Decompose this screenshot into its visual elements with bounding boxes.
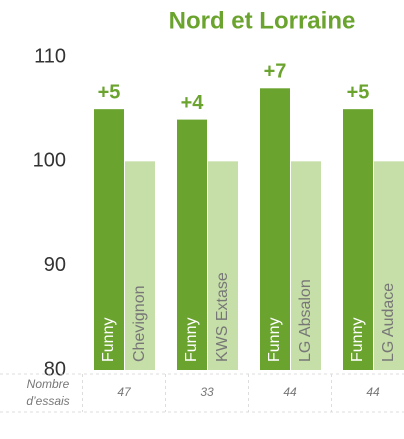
row-value: 44 [366, 385, 380, 399]
y-tick-label: 110 [34, 45, 66, 67]
bar-label: Chevignon [131, 286, 148, 363]
data-label: +5 [347, 81, 370, 103]
y-tick-label: 80 [44, 358, 66, 380]
data-label: +7 [264, 61, 287, 83]
bar [260, 88, 290, 371]
row-value: 33 [200, 385, 214, 399]
bar-label: LG Absalon [297, 279, 314, 362]
chart-title: Nord et Lorraine [169, 7, 356, 34]
bar [343, 109, 373, 371]
bar-label: Funny [100, 318, 117, 362]
row-value: 47 [117, 385, 132, 399]
bar-label: Funny [349, 318, 366, 362]
bar [177, 119, 207, 370]
bar [291, 161, 321, 370]
bar-label: LG Audace [380, 283, 397, 362]
bar-label: KWS Extase [214, 272, 231, 362]
bar [125, 161, 155, 370]
row-label: d’essais [26, 394, 69, 408]
row-label: Nombre [27, 377, 70, 391]
bar-label: Funny [183, 318, 200, 362]
y-tick-label: 90 [44, 254, 66, 276]
row-value: 44 [283, 385, 297, 399]
bar-label: Funny [266, 318, 283, 362]
bar [94, 109, 124, 371]
data-label: +4 [181, 92, 205, 114]
y-tick-label: 100 [33, 150, 66, 172]
data-label: +5 [98, 81, 121, 103]
bar [374, 161, 404, 370]
bar [208, 161, 238, 370]
